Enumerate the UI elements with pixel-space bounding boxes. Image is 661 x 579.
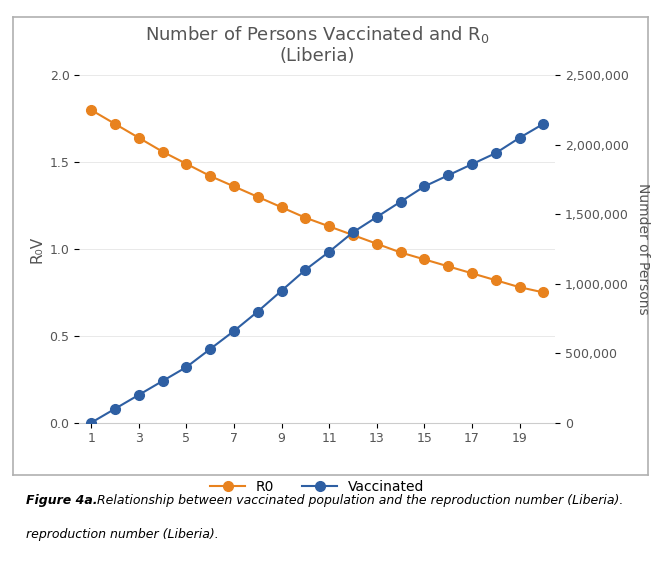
R0 — [468, 270, 476, 277]
Vaccinated — [301, 266, 309, 273]
Vaccinated — [516, 134, 524, 141]
Vaccinated — [397, 198, 405, 205]
R0 — [349, 232, 357, 239]
R0 — [301, 214, 309, 221]
R0 — [182, 160, 190, 167]
Vaccinated — [111, 405, 119, 412]
R0 — [325, 223, 333, 230]
Vaccinated — [325, 248, 333, 255]
Vaccinated — [206, 346, 214, 353]
R0 — [278, 204, 286, 211]
Line: Vaccinated: Vaccinated — [87, 119, 548, 427]
Vaccinated — [468, 161, 476, 168]
Vaccinated — [349, 229, 357, 236]
R0 — [539, 289, 547, 296]
Vaccinated — [492, 149, 500, 156]
Vaccinated — [159, 378, 167, 384]
Y-axis label: R₀V: R₀V — [29, 236, 44, 262]
Vaccinated — [373, 214, 381, 221]
Text: Relationship between vaccinated population and the reproduction number (Liberia): Relationship between vaccinated populati… — [89, 494, 623, 507]
R0 — [254, 193, 262, 200]
Vaccinated — [420, 183, 428, 190]
Vaccinated — [135, 391, 143, 398]
Text: reproduction number (Liberia).: reproduction number (Liberia). — [26, 529, 219, 541]
Line: R0: R0 — [87, 105, 548, 297]
R0 — [111, 120, 119, 127]
R0 — [444, 263, 452, 270]
Vaccinated — [230, 328, 238, 335]
R0 — [516, 284, 524, 291]
Legend: R0, Vaccinated: R0, Vaccinated — [205, 475, 430, 500]
R0 — [206, 173, 214, 179]
Title: Number of Persons Vaccinated and R$_0$
(Liberia): Number of Persons Vaccinated and R$_0$ (… — [145, 24, 490, 65]
Vaccinated — [539, 120, 547, 127]
R0 — [135, 134, 143, 141]
R0 — [159, 148, 167, 155]
R0 — [373, 240, 381, 247]
R0 — [492, 277, 500, 284]
R0 — [397, 249, 405, 256]
Vaccinated — [182, 364, 190, 371]
Y-axis label: Numder of Persons: Numder of Persons — [636, 183, 650, 315]
Text: Figure 4a.: Figure 4a. — [26, 494, 98, 507]
Vaccinated — [87, 419, 95, 426]
R0 — [87, 107, 95, 113]
Vaccinated — [278, 287, 286, 294]
Vaccinated — [444, 172, 452, 179]
R0 — [230, 183, 238, 190]
R0 — [420, 256, 428, 263]
Vaccinated — [254, 308, 262, 315]
